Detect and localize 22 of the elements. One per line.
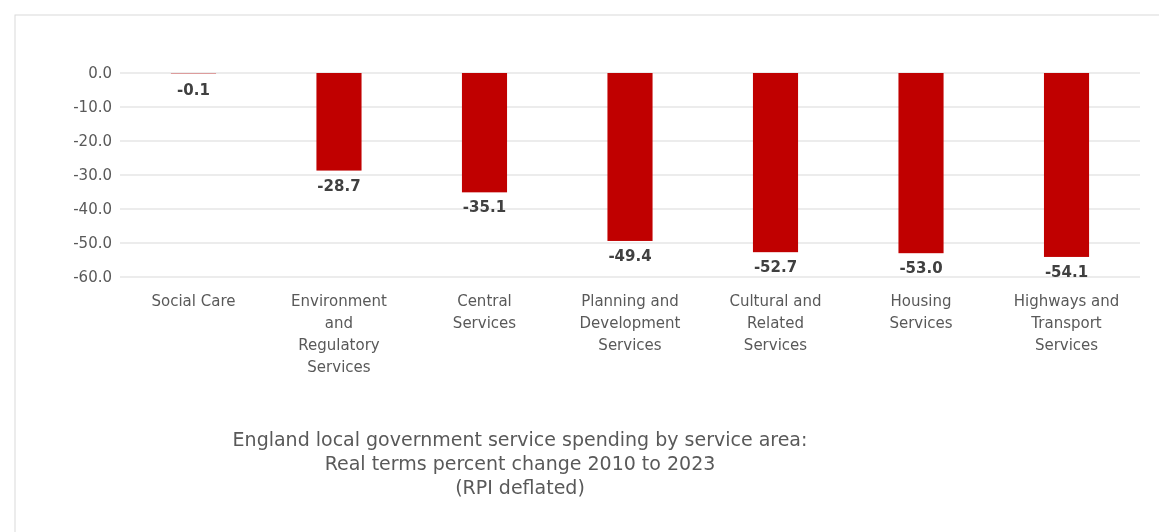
x-tick-label: Planning and Development Services	[579, 292, 681, 354]
y-tick-label: -60.0	[73, 268, 112, 287]
x-tick-label: Environment and Regulatory Services	[291, 292, 387, 376]
x-tick-label: Social Care	[151, 292, 236, 310]
y-tick-label: -40.0	[73, 200, 112, 219]
data-label: -49.4	[608, 246, 652, 265]
y-tick-label: 0.0	[88, 64, 112, 83]
x-tick-label: Cultural and Related Services	[729, 292, 822, 354]
data-label: -52.7	[753, 258, 798, 277]
y-tick-label: -30.0	[73, 166, 112, 185]
data-label: -53.0	[899, 259, 943, 278]
x-tick-label: Highways and Transport Services	[1013, 292, 1120, 354]
data-label: -35.1	[462, 198, 507, 217]
data-label: -0.1	[177, 81, 210, 99]
text: England local government service spending by service area: Real terms percent change 2010 to 2023 (RPI deflated)	[232, 428, 808, 498]
y-tick-label: -50.0	[73, 234, 112, 253]
y-tick-label: -10.0	[73, 98, 112, 117]
data-label: -54.1	[1044, 262, 1089, 281]
y-tick-label: -20.0	[73, 132, 112, 151]
x-tick-label: Central Services	[452, 292, 517, 332]
x-tick-label: Housing Services	[889, 292, 953, 332]
data-label: -28.7	[317, 176, 361, 195]
